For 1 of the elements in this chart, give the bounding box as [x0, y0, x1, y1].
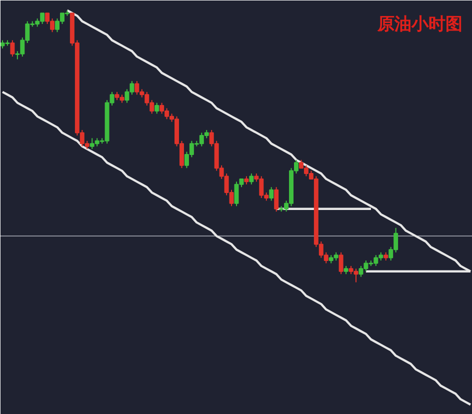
chart-title: 原油小时图 [376, 14, 462, 34]
